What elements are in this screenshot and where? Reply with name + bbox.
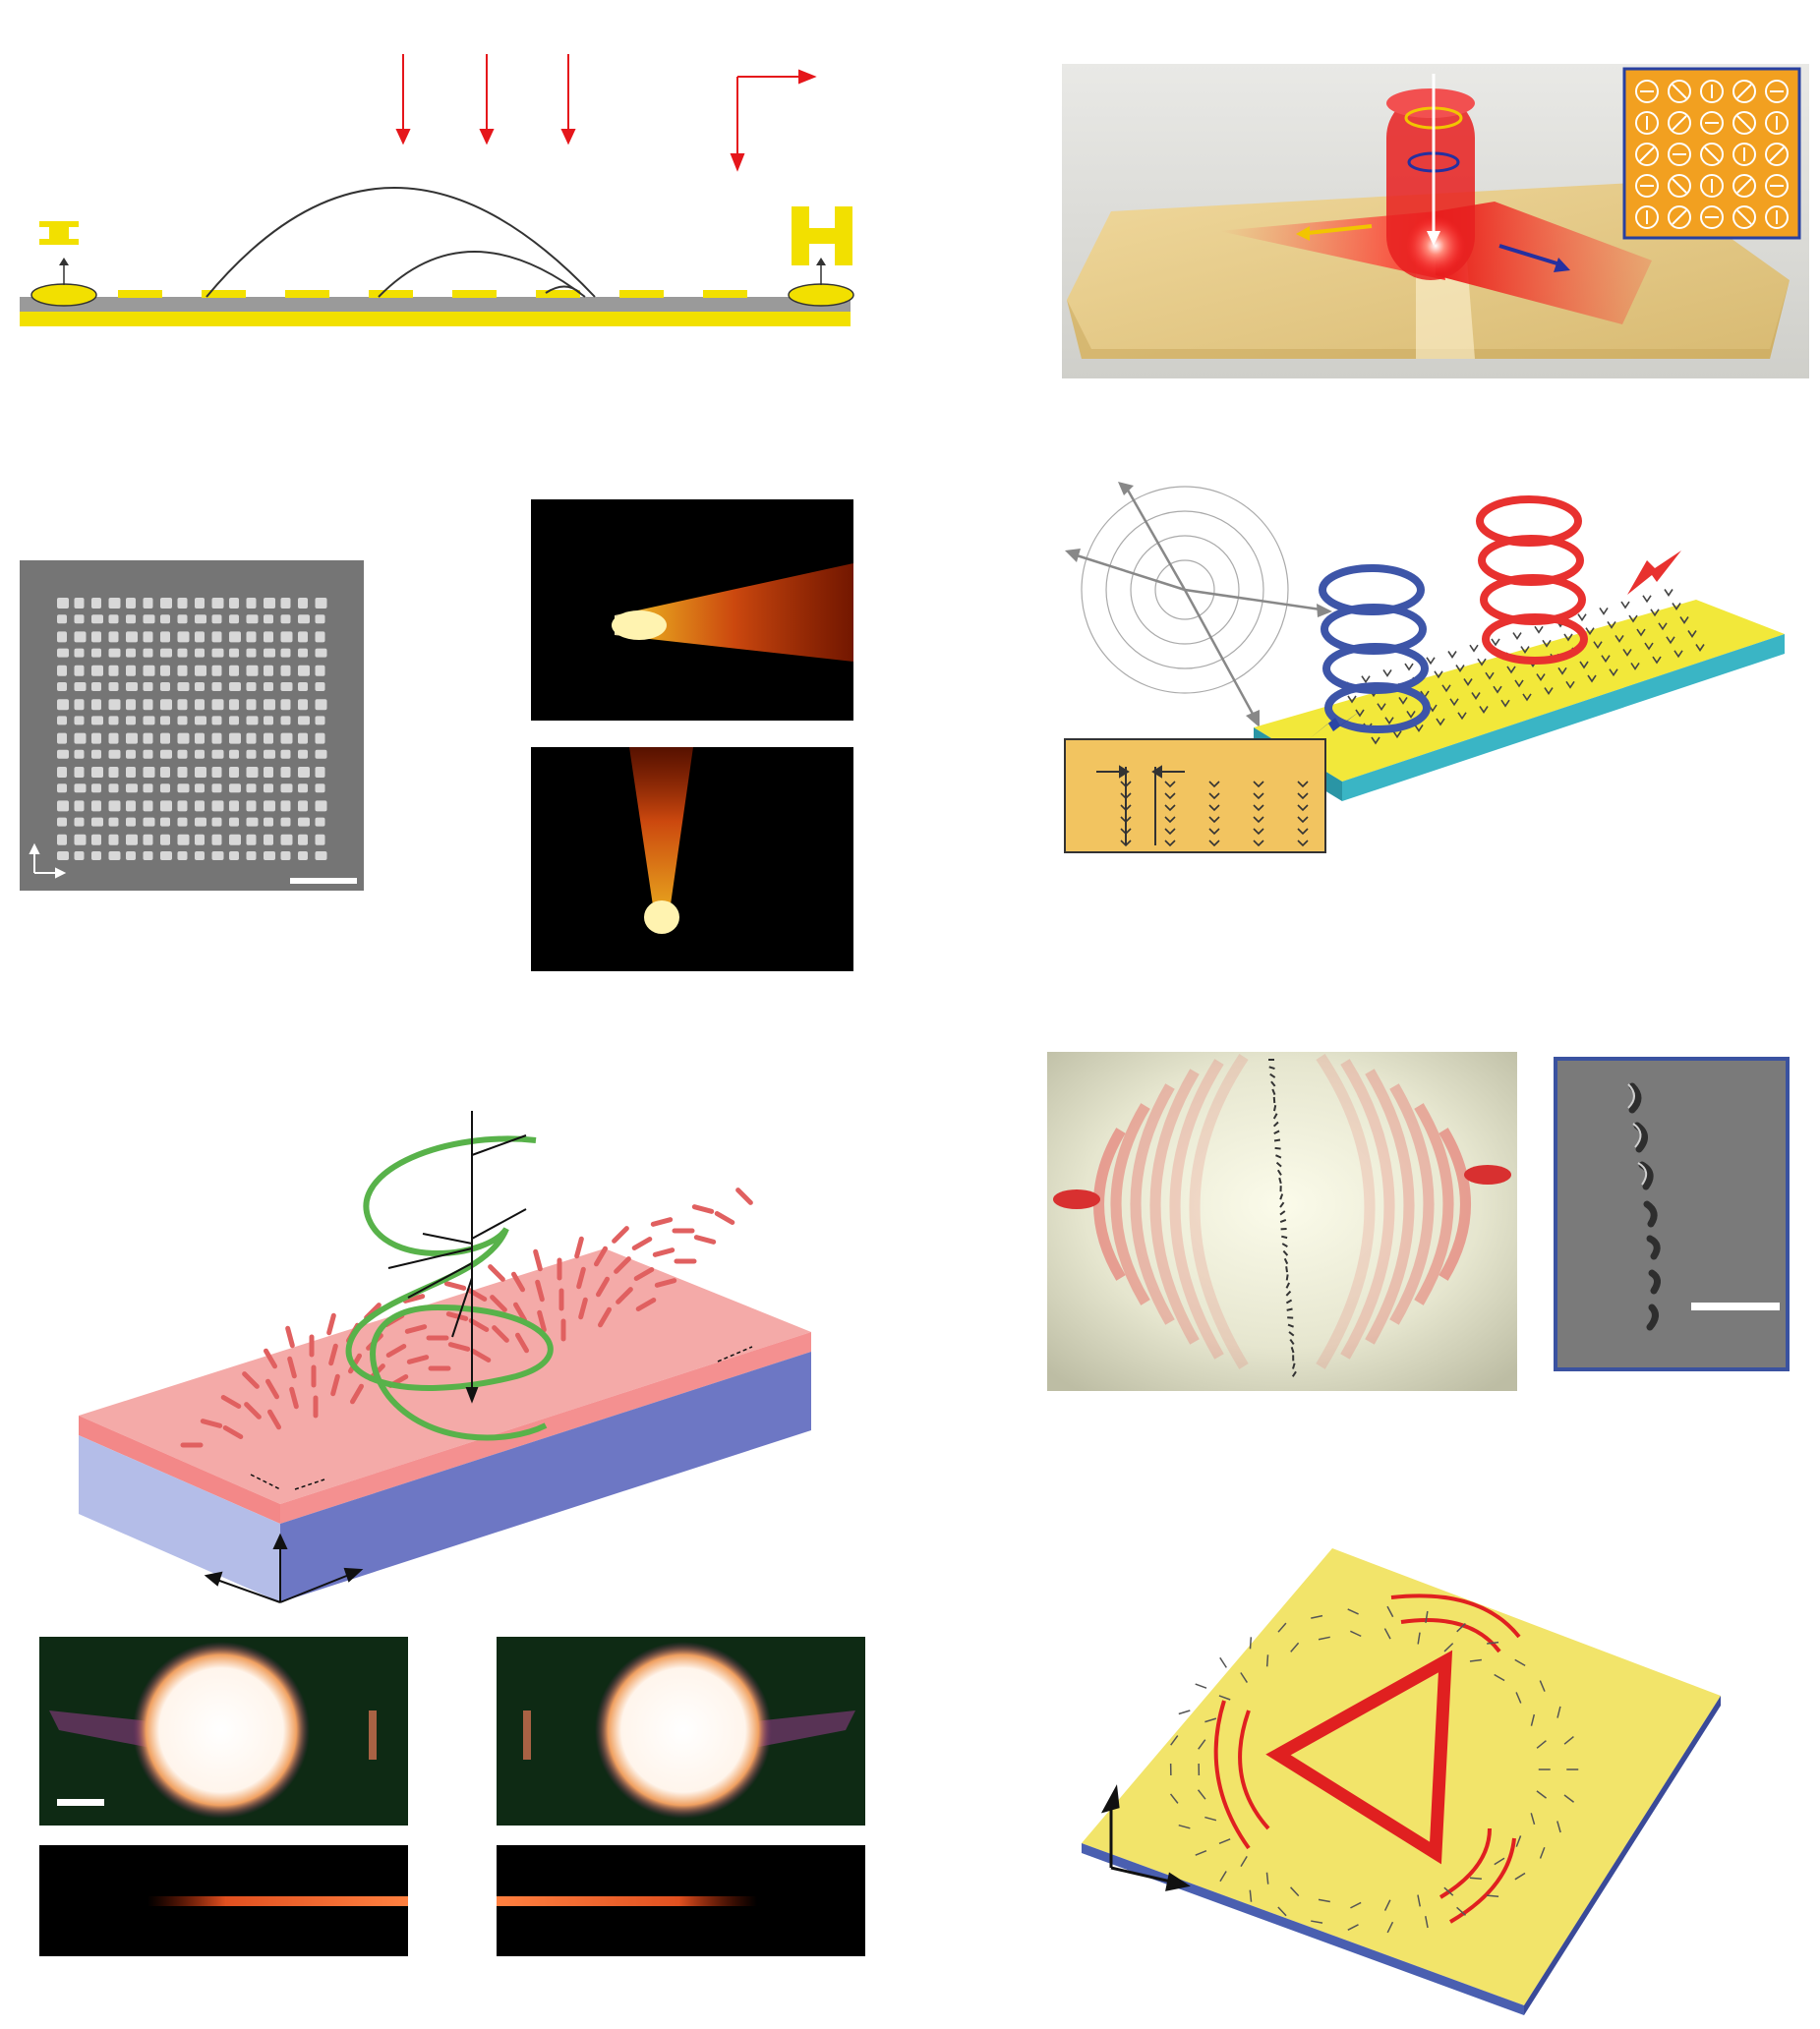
panel-e-render — [1057, 482, 1814, 860]
panel-f-render — [74, 1111, 821, 1612]
panel-c-sem — [20, 560, 364, 891]
helix-red-icon — [1476, 495, 1588, 665]
gold-substrate — [20, 312, 851, 326]
panel-b-render — [1062, 64, 1809, 378]
panel-a-schematic — [15, 39, 855, 344]
slab-top — [79, 1248, 811, 1504]
helix-blue-icon — [1319, 564, 1431, 733]
scale-bar-icon — [57, 1799, 104, 1806]
nanoantenna-array — [57, 598, 327, 860]
inset-metasurface-icon — [1622, 67, 1801, 240]
panel-i-sem — [1554, 1057, 1790, 1371]
helix-green-icon — [345, 1135, 554, 1441]
axis-icon — [29, 842, 67, 879]
triangle-lens-icon — [1213, 1594, 1521, 1924]
antenna-large-icon — [788, 206, 854, 307]
antenna-line — [1268, 1059, 1297, 1377]
scale-bar-icon — [1691, 1303, 1780, 1310]
radial-arrows-icon — [1065, 482, 1332, 727]
rotated-antennas — [180, 1188, 753, 1448]
panel-j-render — [1077, 1543, 1726, 2025]
vortex-arrows-icon — [387, 1111, 527, 1404]
metasurface-bars — [118, 290, 747, 298]
antenna-small-icon — [30, 221, 97, 307]
right-beam — [1436, 202, 1652, 324]
gold-slab — [1082, 1548, 1721, 2005]
panel-g-nearfield — [39, 1637, 865, 1956]
scale-bar-icon — [290, 878, 357, 884]
panel-d-nearfield — [531, 499, 853, 971]
panel-h-render — [1047, 1052, 1517, 1391]
axis-icon — [1100, 1784, 1191, 1891]
antenna-ring — [1169, 1605, 1579, 1934]
dielectric-spacer — [20, 297, 851, 312]
wavefront-icon — [1093, 1053, 1471, 1369]
slab-side-left — [79, 1435, 280, 1602]
polarization-corner-arrow-icon — [730, 69, 817, 172]
spin-arrow-icon — [1404, 74, 1463, 246]
slab-side-right — [280, 1352, 811, 1602]
incident-arrow-icon — [395, 54, 576, 145]
wave-arcs — [205, 187, 596, 298]
axis-icon — [204, 1533, 364, 1603]
nearfield-image-bottom — [531, 747, 853, 971]
gold-slab — [1254, 600, 1785, 782]
